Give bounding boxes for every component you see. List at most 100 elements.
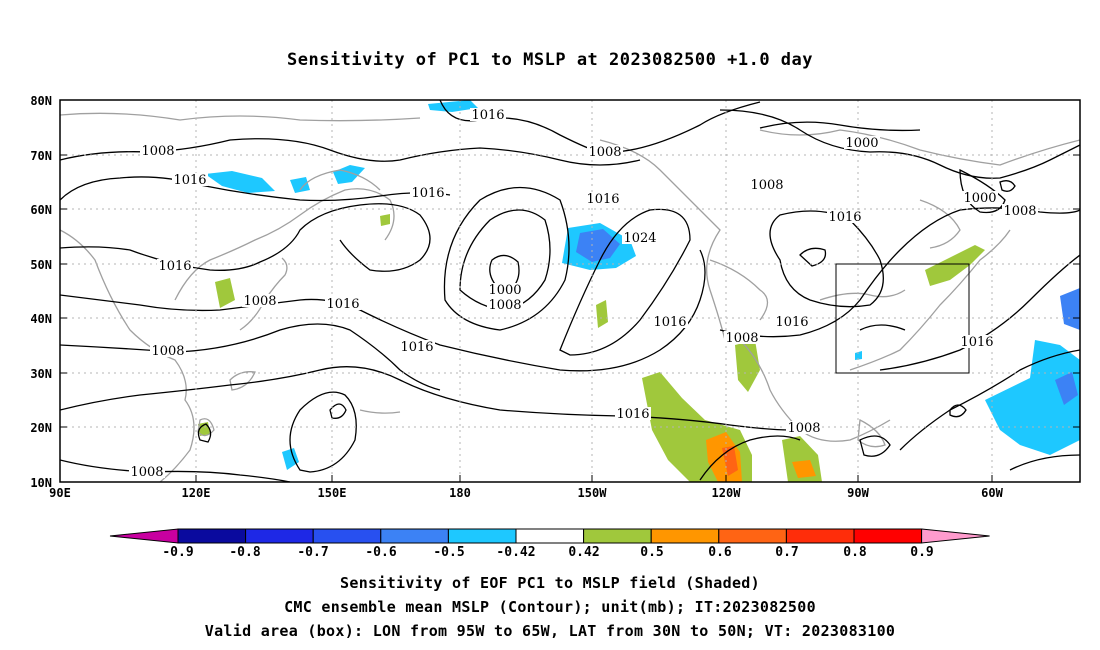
contour-label-4: 1016	[173, 173, 206, 188]
contour-label-bg	[410, 186, 446, 199]
lat-label-20n: 20N	[30, 421, 52, 435]
cbar-label-m07: -0.7	[297, 545, 328, 560]
graticule	[60, 100, 1080, 482]
colorbar-segment-10	[853, 528, 923, 544]
contour-label-2: 1008	[588, 145, 621, 160]
contour-label-bg	[172, 173, 208, 186]
mslp-contours	[60, 100, 1080, 482]
cbar-label-m042: -0.42	[496, 545, 535, 560]
colorbar-segment-7	[650, 528, 720, 544]
contour-label-25: 1008	[130, 465, 163, 480]
shade-blue-arctic	[428, 100, 478, 112]
shade-green-baja	[735, 340, 760, 392]
colorbar-right-tip	[921, 528, 990, 544]
shade-red-mexico	[722, 446, 738, 476]
lat-label-40n: 40N	[30, 312, 52, 326]
contour-label-14: 1008	[243, 294, 276, 309]
lon-axis: 90E 120E 150E 180 150W 120W 90W 60W	[49, 486, 1003, 500]
contour-label-19: 1008	[725, 331, 758, 346]
contour-label-24: 1008	[787, 421, 820, 436]
contour-label-bg	[1002, 204, 1038, 217]
lon-label-60w: 60W	[981, 486, 1003, 500]
lat-label-60n: 60N	[30, 203, 52, 217]
contour-label-12: 1016	[158, 259, 191, 274]
cbar-label-07: 0.7	[775, 545, 798, 560]
contour-label-bg	[585, 192, 621, 205]
shade-blue-siberia	[205, 171, 275, 193]
colorbar-segment-9	[785, 528, 855, 544]
contour-label-17: 1016	[653, 315, 686, 330]
tick-marks	[60, 99, 1080, 483]
cbar-label-m09: -0.9	[162, 545, 193, 560]
cbar-label-m05: -0.5	[433, 545, 464, 560]
contour-label-bg	[150, 344, 186, 357]
cbar-label-05: 0.5	[640, 545, 663, 560]
contour-label-bg	[587, 145, 623, 158]
lat-label-30n: 30N	[30, 367, 52, 381]
cbar-label-042: 0.42	[568, 545, 599, 560]
shade-blue-wpac	[282, 448, 299, 470]
contour-label-0: 1016	[471, 108, 504, 123]
contour-label-bg	[749, 178, 785, 191]
colorbar-left-tip	[109, 528, 179, 544]
colorbar-segment-8	[718, 528, 787, 544]
lon-label-180: 180	[449, 486, 471, 500]
colorbar-segment-6	[583, 528, 652, 544]
colorbar-segment-2	[312, 528, 382, 544]
lat-axis: 80N 70N 60N 50N 40N 30N 20N 10N	[30, 94, 52, 490]
page-title: Sensitivity of PC1 to MSLP at 2023082500…	[286, 50, 813, 70]
contour-label-bg	[959, 335, 995, 348]
contour-label-bg	[242, 294, 278, 307]
contour-label-5: 1008	[750, 178, 783, 193]
colorbar-segment-1	[245, 528, 314, 544]
sensitivity-shading	[198, 100, 1080, 482]
lat-label-10n: 10N	[30, 476, 52, 490]
colorbar	[109, 528, 990, 544]
contour-label-18: 1016	[775, 315, 808, 330]
contour-label-bg	[487, 298, 523, 311]
colorbar-labels: -0.9 -0.8 -0.7 -0.6 -0.5 -0.42 0.42 0.5 …	[162, 545, 933, 560]
shade-blue-atlantic	[1060, 288, 1080, 330]
contour-label-1: 1008	[141, 144, 174, 159]
contour-label-21: 1008	[151, 344, 184, 359]
contour-label-bg	[157, 259, 193, 272]
shade-green-northeast	[925, 245, 985, 286]
colorbar-segment-3	[380, 528, 449, 544]
cbar-label-09: 0.9	[910, 545, 933, 560]
contour-label-10: 1016	[828, 210, 861, 225]
cbar-label-m06: -0.6	[365, 545, 396, 560]
shade-orange-mexico-b	[792, 460, 816, 478]
lon-label-90e: 90E	[49, 486, 71, 500]
contour-label-bg	[652, 315, 688, 328]
shade-green-pacific	[596, 300, 608, 328]
contour-label-bg	[487, 283, 523, 296]
contour-label-bg	[724, 331, 760, 344]
contour-label-bg	[774, 315, 810, 328]
cbar-label-08: 0.8	[843, 545, 867, 560]
shade-blue-siberia-b	[290, 177, 310, 193]
contour-label-bg	[622, 231, 658, 244]
contour-label-bg	[786, 421, 822, 434]
contour-label-3: 1000	[845, 136, 878, 151]
lon-label-90w: 90W	[847, 486, 869, 500]
shade-blue-atlantic-b	[985, 340, 1080, 455]
contour-label-8: 1000	[963, 191, 996, 206]
contour-labels: 1016 1008 1008 1000 1016 1008 1016 1016 1000 1008…	[129, 108, 1038, 480]
contour-label-9: 1008	[1003, 204, 1036, 219]
contour-label-20: 1016	[400, 340, 433, 355]
lat-label-70n: 70N	[30, 149, 52, 163]
footer-line-2: CMC ensemble mean MSLP (Contour); unit(m…	[284, 598, 816, 616]
cbar-label-m08: -0.8	[229, 545, 260, 560]
contour-label-bg	[827, 210, 863, 223]
contour-label-bg	[129, 465, 165, 478]
lat-label-50n: 50N	[30, 258, 52, 272]
lon-label-150w: 150W	[578, 486, 608, 500]
contour-label-16: 1016	[326, 297, 359, 312]
shade-green-alaska	[380, 214, 390, 226]
contour-label-bg	[844, 136, 880, 149]
contour-label-6: 1016	[411, 186, 444, 201]
shade-blue-gulf	[855, 351, 862, 360]
cbar-label-06: 0.6	[708, 545, 732, 560]
valid-area-box	[835, 263, 970, 374]
